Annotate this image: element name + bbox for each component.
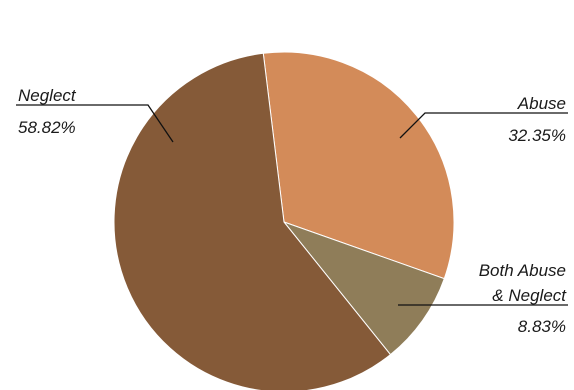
label-neglect: Neglect 58.82% [18,86,77,137]
label-neglect-value: 58.82% [18,118,76,137]
label-both: Both Abuse & Neglect 8.83% [479,261,568,336]
label-both-value: 8.83% [518,317,566,336]
leader-neglect [16,104,174,143]
pie-slice-neglect [113,52,392,390]
label-abuse-name: Abuse [517,94,566,113]
label-both-line2: & Neglect [492,286,567,305]
label-neglect-name: Neglect [18,86,77,105]
label-abuse: Abuse 32.35% [508,94,566,145]
pie-slice-abuse [262,51,455,280]
pie-slice-both-abuse-neglect [282,220,445,356]
leader-lines [16,104,568,306]
label-abuse-value: 32.35% [508,126,566,145]
pie-slices [113,51,455,390]
label-both-line1: Both Abuse [479,261,566,280]
leader-abuse [399,112,568,139]
